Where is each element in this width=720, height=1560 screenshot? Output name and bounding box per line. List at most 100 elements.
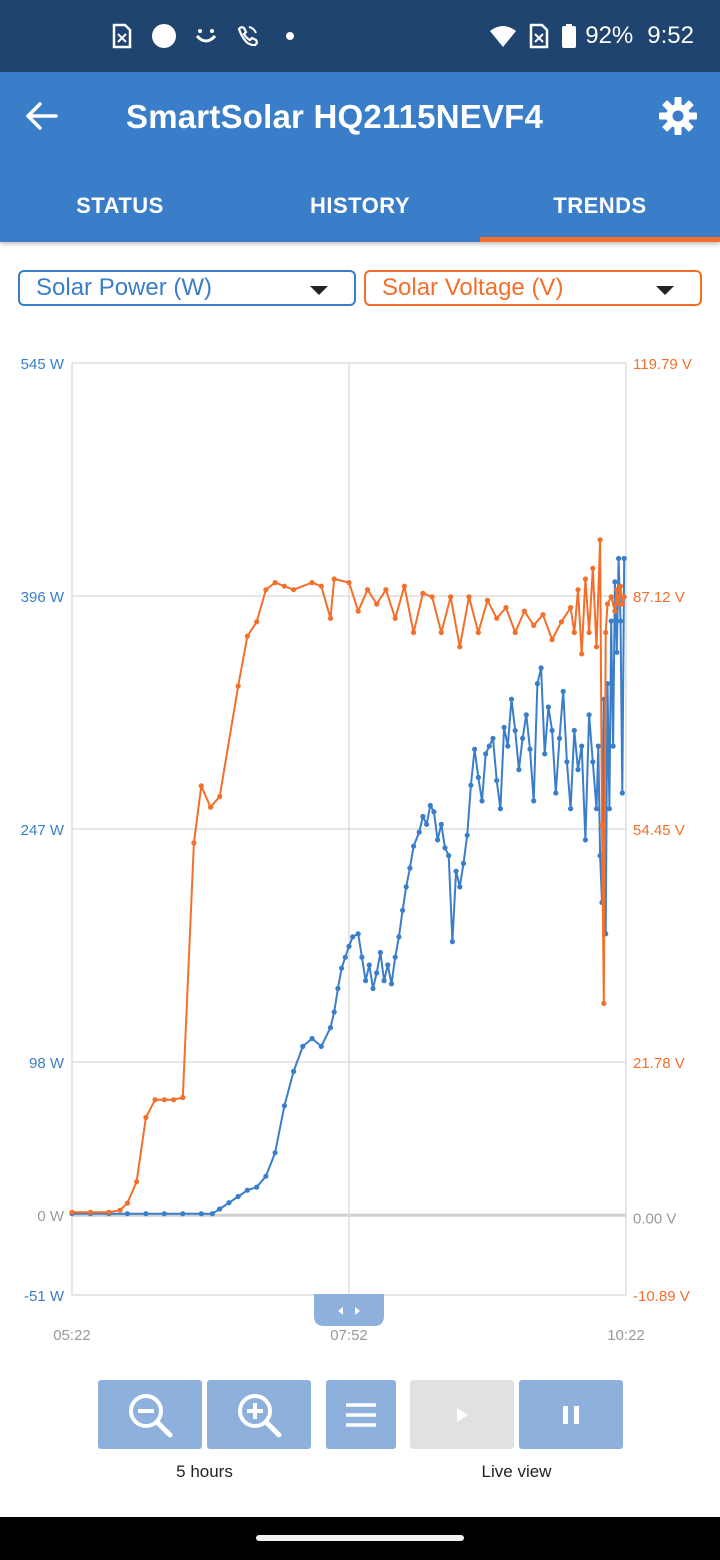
data-point xyxy=(318,583,324,589)
data-point xyxy=(612,608,618,614)
data-point xyxy=(363,978,369,984)
data-point xyxy=(355,931,361,937)
data-point xyxy=(494,615,500,621)
data-point xyxy=(235,1193,241,1200)
tab-history[interactable]: HISTORY xyxy=(309,193,411,218)
data-point xyxy=(431,809,437,815)
data-point xyxy=(512,629,518,636)
data-point xyxy=(143,1114,149,1121)
data-point xyxy=(612,579,618,585)
data-point xyxy=(523,712,529,718)
data-point xyxy=(468,782,474,788)
smiley-icon xyxy=(192,22,220,50)
data-point xyxy=(582,576,589,582)
data-point xyxy=(599,822,605,828)
home-gesture-handle[interactable] xyxy=(256,1535,464,1541)
play-button[interactable] xyxy=(410,1380,514,1449)
data-point xyxy=(571,727,577,734)
series-line xyxy=(72,538,626,1214)
data-point xyxy=(597,537,603,543)
menu-button[interactable] xyxy=(326,1380,396,1449)
page-title: SmartSolar HQ2115NEVF4 xyxy=(126,98,544,135)
trend-chart[interactable]: 545 W 396 W 247 W 98 W 0 W -51 W 119.79 V 87.1… xyxy=(0,340,720,1350)
data-point xyxy=(400,907,406,913)
data-point xyxy=(540,612,546,618)
battery-percent: 92% xyxy=(585,22,634,49)
data-point xyxy=(608,618,614,624)
data-point xyxy=(364,587,371,593)
left-tick-label: 545 W xyxy=(21,356,65,373)
data-point xyxy=(475,629,481,636)
data-point xyxy=(374,970,380,976)
data-point xyxy=(346,943,352,949)
tab-trends[interactable]: TRENDS xyxy=(480,170,720,242)
data-point xyxy=(180,1094,186,1101)
wifi-icon xyxy=(489,22,517,50)
data-point xyxy=(571,629,577,636)
left-axis-ticks: 545 W 396 W 247 W 98 W 0 W -51 W xyxy=(21,356,65,1305)
zoom-out-button[interactable] xyxy=(98,1380,202,1449)
pause-icon xyxy=(563,1405,579,1424)
tab-status[interactable]: STATUS xyxy=(76,193,164,218)
data-point xyxy=(606,806,613,812)
data-point xyxy=(616,555,622,562)
sim-x-icon xyxy=(525,22,553,50)
data-point xyxy=(309,580,315,586)
chart-grid xyxy=(71,362,627,1296)
data-point xyxy=(549,637,555,643)
wifi-call-icon xyxy=(234,22,262,50)
arrow-left-icon xyxy=(26,102,58,130)
data-point xyxy=(448,594,454,600)
series-solar-voltage xyxy=(69,537,627,1215)
data-point xyxy=(335,985,341,992)
data-point xyxy=(272,580,278,586)
zoom-level-label: 5 hours xyxy=(176,1462,233,1481)
data-point xyxy=(582,837,589,843)
x-tick-label: 10:22 xyxy=(607,1327,645,1344)
data-point xyxy=(460,860,467,867)
data-point xyxy=(438,629,444,636)
data-point xyxy=(556,735,563,741)
data-point xyxy=(593,806,600,812)
data-point xyxy=(171,1097,177,1103)
left-tick-label: -51 W xyxy=(24,1288,65,1305)
data-point xyxy=(521,608,528,614)
data-point xyxy=(457,644,463,650)
back-button[interactable] xyxy=(22,96,62,136)
data-point xyxy=(424,821,430,827)
right-tick-label: 87.12 V xyxy=(633,589,685,606)
left-series-select[interactable]: Solar Power (W) xyxy=(18,270,356,306)
data-point xyxy=(291,1068,297,1074)
data-point xyxy=(254,1184,260,1190)
data-point xyxy=(427,802,433,809)
data-point xyxy=(435,837,441,843)
x-axis-ticks: 05:22 07:52 10:22 xyxy=(53,1327,645,1344)
data-point xyxy=(560,688,566,694)
chart-scroll-handle[interactable] xyxy=(314,1294,384,1326)
data-point xyxy=(385,962,391,968)
data-point xyxy=(366,962,372,968)
data-point xyxy=(505,743,511,749)
right-series-select[interactable]: Solar Voltage (V) xyxy=(364,270,702,306)
tab-bar: STATUS HISTORY TRENDS xyxy=(0,170,720,242)
pause-button[interactable] xyxy=(519,1380,623,1449)
data-point xyxy=(117,1207,123,1213)
data-point xyxy=(614,587,620,593)
data-point xyxy=(475,774,481,780)
right-series-value: Solar Voltage (V) xyxy=(382,274,564,301)
data-point xyxy=(143,1211,149,1217)
data-point xyxy=(616,601,622,607)
data-point xyxy=(388,981,395,987)
data-point xyxy=(244,1187,250,1193)
data-point xyxy=(564,759,570,765)
data-point xyxy=(534,681,541,687)
settings-button[interactable] xyxy=(656,94,700,138)
data-point xyxy=(595,743,601,749)
data-point xyxy=(479,798,485,804)
data-point xyxy=(217,793,223,800)
clock: 9:52 xyxy=(647,22,694,49)
data-point xyxy=(407,865,413,871)
right-tick-label: -10.89 V xyxy=(633,1288,690,1305)
data-point xyxy=(442,845,448,851)
zoom-in-button[interactable] xyxy=(207,1380,311,1449)
